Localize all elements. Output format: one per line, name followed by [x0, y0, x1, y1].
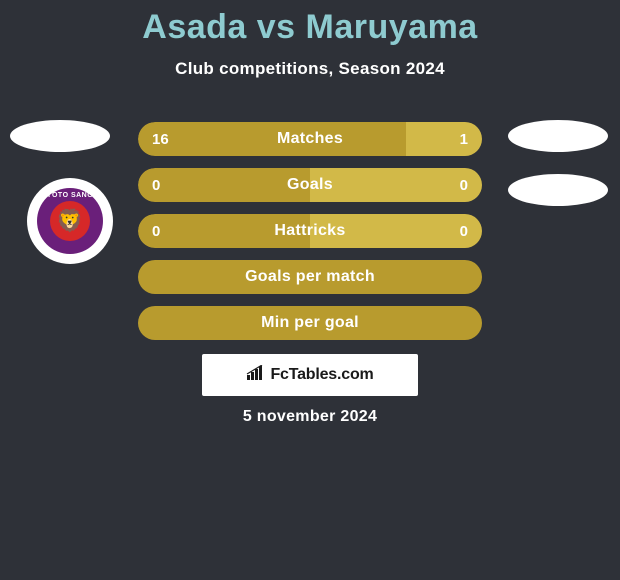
page-title: Asada vs Maruyama	[0, 0, 620, 47]
stat-right-value: 0	[310, 168, 482, 202]
footer-brand[interactable]: FcTables.com	[202, 354, 418, 396]
club-badge-text: KYOTO SANGA	[41, 192, 99, 199]
player-right-badge-placeholder-2	[508, 174, 608, 206]
ellipse-icon	[508, 174, 608, 206]
stat-row-mpg: Min per goal	[138, 306, 482, 340]
ellipse-icon	[508, 120, 608, 152]
club-badge-outer: KYOTO SANGA 🦁	[27, 178, 113, 264]
club-badge-inner: KYOTO SANGA 🦁	[37, 188, 103, 254]
player-left-badge-placeholder	[10, 120, 110, 152]
footer-brand-text: FcTables.com	[270, 366, 373, 384]
stat-rows: 16 1 Matches 0 0 Goals 0 0 Hattricks Goa…	[138, 122, 482, 352]
club-badge: KYOTO SANGA 🦁	[20, 178, 120, 264]
stat-label: Min per goal	[261, 314, 359, 332]
stat-left-value: 0	[138, 214, 310, 248]
stat-row-goals: 0 0 Goals	[138, 168, 482, 202]
ellipse-icon	[10, 120, 110, 152]
subtitle: Club competitions, Season 2024	[0, 59, 620, 79]
stat-left-value: 0	[138, 168, 310, 202]
bar-growth-icon	[246, 365, 264, 381]
stat-label: Goals per match	[245, 268, 375, 286]
stat-right-value: 1	[406, 122, 482, 156]
container: Asada vs Maruyama Club competitions, Sea…	[0, 0, 620, 580]
player-right-badge-placeholder-1	[508, 120, 608, 152]
stat-row-hattricks: 0 0 Hattricks	[138, 214, 482, 248]
stat-left-value: 16	[138, 122, 406, 156]
lion-icon: 🦁	[50, 201, 90, 241]
chart-icon	[246, 365, 264, 386]
stat-row-matches: 16 1 Matches	[138, 122, 482, 156]
stat-row-gpm: Goals per match	[138, 260, 482, 294]
stat-right-value: 0	[310, 214, 482, 248]
date-label: 5 november 2024	[0, 408, 620, 426]
